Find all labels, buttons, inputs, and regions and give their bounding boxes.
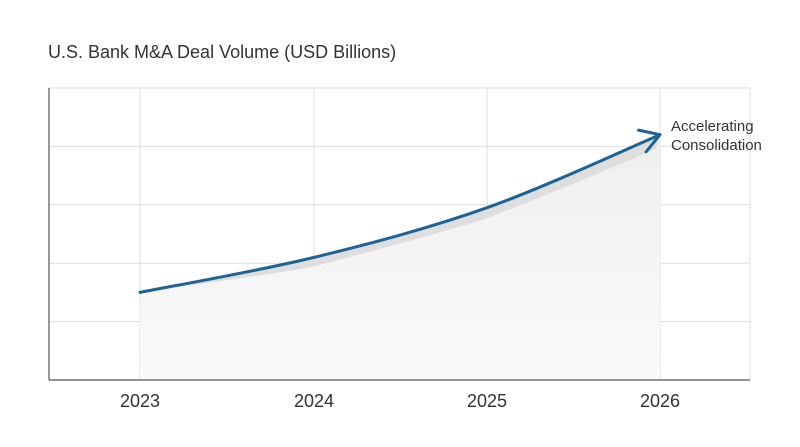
x-tick-labels: 2023 2024 2025 2026 [120, 391, 680, 411]
series-line-group [138, 128, 662, 294]
series-arrowhead [636, 128, 662, 154]
x-tick-label: 2026 [640, 391, 680, 411]
series-line [138, 133, 662, 294]
chart-title: U.S. Bank M&A Deal Volume (USD Billions) [48, 42, 397, 62]
annotation-text: Consolidation [671, 137, 762, 154]
annotations: Accelerating Consolidation [671, 118, 762, 154]
x-tick-label: 2025 [467, 391, 507, 411]
x-tick-label: 2023 [120, 391, 160, 411]
trend-area [136, 134, 660, 380]
axes [48, 88, 750, 381]
x-tick-label: 2024 [294, 391, 334, 411]
annotation-text: Accelerating [671, 118, 754, 135]
